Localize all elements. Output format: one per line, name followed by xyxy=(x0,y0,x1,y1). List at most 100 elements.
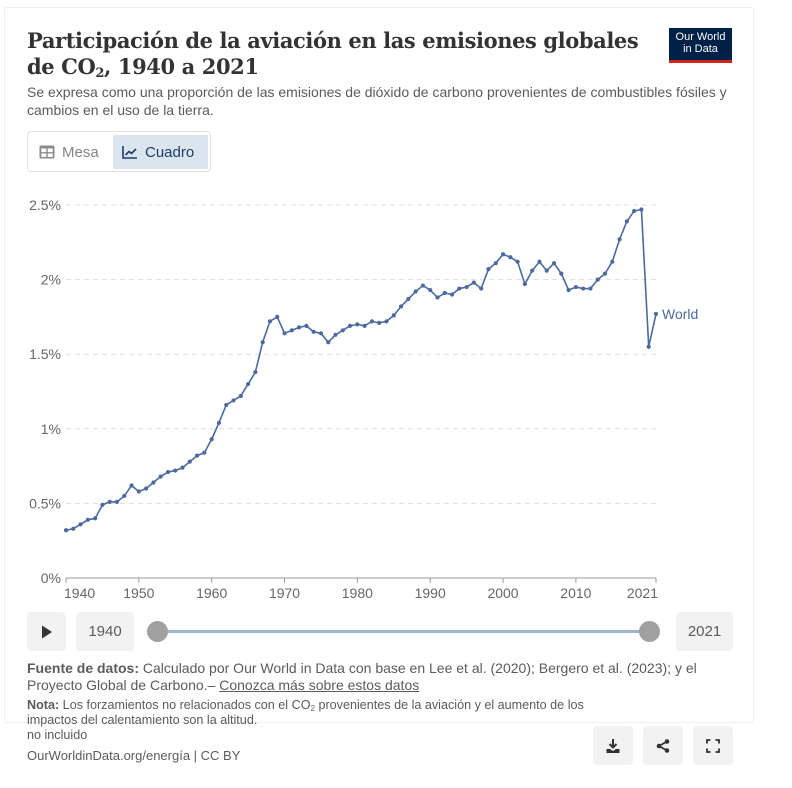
data-point xyxy=(530,268,535,273)
series-label-world: World xyxy=(662,306,698,322)
source-text: Calculado por Our World in Data con base… xyxy=(27,660,697,693)
data-point xyxy=(340,328,345,333)
data-point xyxy=(449,292,455,297)
note-subscript: 2 xyxy=(310,704,315,713)
data-point xyxy=(551,261,557,266)
data-point xyxy=(457,286,462,291)
data-point xyxy=(318,331,324,336)
data-point xyxy=(522,281,527,287)
data-point xyxy=(78,522,83,527)
data-point xyxy=(245,381,251,387)
series-world: World xyxy=(63,207,698,533)
y-tick-label: 0.5% xyxy=(29,495,61,511)
data-source: Fuente de datos: Calculado por Our World… xyxy=(27,660,747,694)
x-tick-label: 1950 xyxy=(123,585,154,600)
x-axis: 1940 1950 1960 1970 1980 1990 2000 2010 2021 xyxy=(64,577,658,600)
chart-subtitle: Se expresa como una proporción de las em… xyxy=(27,84,727,118)
data-point xyxy=(202,450,207,455)
chart-note: Nota: Los forzamientos no relacionados c… xyxy=(27,698,587,728)
data-point xyxy=(428,287,433,293)
data-point xyxy=(296,325,302,330)
note-text: Los forzamientos no relacionados con el … xyxy=(59,698,311,712)
data-point xyxy=(136,489,141,494)
data-point xyxy=(544,268,549,273)
data-point xyxy=(406,296,411,302)
x-tick-label: 2021 xyxy=(627,585,658,600)
note-text-cont: provenientes de la aviación y el aumento… xyxy=(27,698,584,727)
table-icon xyxy=(39,145,55,159)
line-chart-icon xyxy=(122,146,137,159)
share-button[interactable] xyxy=(643,726,683,765)
timeline-slider-track[interactable] xyxy=(168,630,650,633)
timeline-start-handle[interactable] xyxy=(147,621,168,642)
data-point xyxy=(646,344,651,349)
data-point xyxy=(362,323,367,328)
data-point xyxy=(165,469,171,475)
data-point xyxy=(413,289,418,294)
data-point xyxy=(493,261,498,266)
data-point xyxy=(107,499,112,505)
data-point xyxy=(114,499,120,505)
data-point xyxy=(595,277,600,282)
data-point xyxy=(347,323,353,328)
data-point xyxy=(173,468,178,473)
data-point xyxy=(653,311,659,317)
data-point xyxy=(122,493,127,499)
data-point xyxy=(333,332,338,337)
data-point xyxy=(581,286,586,291)
license-link[interactable]: OurWorldinData.org/energía | CC BY xyxy=(27,748,241,763)
chart-title: Participación de la aviación en las emis… xyxy=(27,28,639,81)
note-label: Nota: xyxy=(27,698,60,712)
timeline-end-handle[interactable] xyxy=(639,621,660,642)
data-point xyxy=(369,319,375,324)
data-point xyxy=(602,271,608,276)
start-year-label[interactable]: 1940 xyxy=(76,612,134,651)
series-line xyxy=(65,208,657,532)
x-tick-label: 1960 xyxy=(196,585,227,600)
data-point xyxy=(93,516,98,521)
data-point xyxy=(209,437,214,442)
data-point xyxy=(63,528,69,533)
data-point xyxy=(195,453,200,458)
y-tick-label: 2.5% xyxy=(29,197,61,213)
data-point xyxy=(238,393,243,399)
data-point xyxy=(610,259,615,264)
data-point xyxy=(639,207,644,212)
data-point xyxy=(187,459,192,464)
data-point xyxy=(267,319,273,324)
data-point xyxy=(326,340,331,345)
tab-chart-label: Cuadro xyxy=(145,143,195,161)
data-point xyxy=(471,280,477,285)
data-point xyxy=(304,323,309,328)
y-tick-label: 1.5% xyxy=(29,346,61,362)
view-toggle: Mesa Cuadro xyxy=(27,131,211,172)
data-point xyxy=(377,320,382,325)
tab-table-label: Mesa xyxy=(62,143,99,161)
owid-logo[interactable]: Our World in Data xyxy=(669,28,732,63)
data-point xyxy=(537,259,542,264)
y-tick-label: 1% xyxy=(41,421,61,437)
data-point xyxy=(479,286,484,291)
download-button[interactable] xyxy=(593,726,633,765)
data-point xyxy=(275,314,280,319)
data-point xyxy=(311,329,316,334)
data-point xyxy=(144,486,149,491)
logo-line-2: in Data xyxy=(683,42,718,55)
end-year-label[interactable]: 2021 xyxy=(676,612,733,651)
play-button[interactable] xyxy=(27,612,66,651)
x-tick-label: 2000 xyxy=(487,585,518,600)
tab-table[interactable]: Mesa xyxy=(32,135,112,169)
data-point xyxy=(355,322,360,327)
note-extra: no incluido xyxy=(27,728,88,742)
data-point xyxy=(398,304,404,309)
data-point xyxy=(566,287,571,293)
data-point xyxy=(573,284,578,290)
data-point xyxy=(180,465,185,470)
data-point xyxy=(391,313,396,318)
tab-chart[interactable]: Cuadro xyxy=(113,135,208,169)
learn-more-link[interactable]: Conozca más sobre estos datos xyxy=(219,677,420,693)
data-point xyxy=(289,328,294,333)
fullscreen-button[interactable] xyxy=(693,726,733,765)
grid-lines xyxy=(66,204,656,504)
data-point xyxy=(632,208,637,214)
